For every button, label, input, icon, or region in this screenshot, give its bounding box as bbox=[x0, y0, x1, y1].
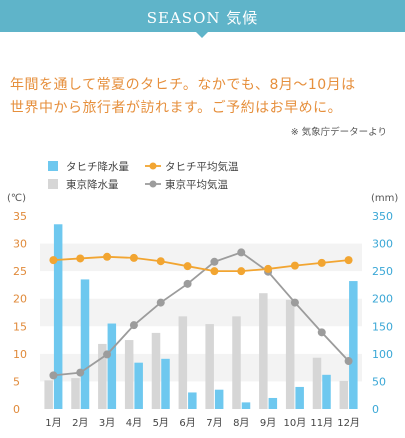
bar-tokyo-rain bbox=[178, 316, 188, 409]
x-tick-label: 7月 bbox=[206, 417, 222, 429]
legend-marker-tahiti_temp bbox=[149, 162, 157, 170]
bar-tahiti-rain bbox=[107, 323, 117, 409]
bar-tokyo-rain bbox=[339, 380, 349, 409]
left-tick-label: 25 bbox=[13, 265, 27, 278]
bar-tokyo-rain bbox=[205, 324, 214, 409]
bar-tokyo-rain bbox=[232, 316, 241, 409]
bar-tahiti-rain bbox=[161, 358, 170, 409]
tokyo-temp-point bbox=[210, 257, 219, 266]
right-tick-label: 200 bbox=[372, 293, 393, 306]
right-tick-label: 50 bbox=[372, 375, 386, 388]
tokyo-temp-point bbox=[183, 279, 192, 288]
intro-line-1: 年間を通して常夏のタヒチ。なかでも、8月〜10月は bbox=[10, 77, 356, 93]
bar-tahiti-rain bbox=[80, 279, 90, 409]
tahiti-temp-point bbox=[264, 264, 273, 273]
intro-line-2: 世界中から旅行者が訪れます。ご予約はお早めに。 bbox=[10, 100, 343, 116]
left-tick-label: 0 bbox=[13, 403, 20, 416]
bar-tahiti-rain bbox=[53, 224, 63, 409]
right-tick-label: 300 bbox=[372, 238, 393, 251]
intro-text: 年間を通して常夏のタヒチ。なかでも、8月〜10月は 世界中から旅行者が訪れます。… bbox=[10, 74, 400, 120]
x-tick-label: 1月 bbox=[45, 417, 61, 429]
legend-label-tokyo_rain: 東京降水量 bbox=[66, 178, 119, 191]
bar-tahiti-rain bbox=[268, 397, 278, 409]
x-tick-label: 2月 bbox=[72, 417, 88, 429]
right-tick-label: 250 bbox=[372, 265, 393, 278]
tahiti-temp-point bbox=[103, 252, 112, 261]
bar-tahiti-rain bbox=[349, 281, 358, 409]
legend-label-tahiti_temp: タヒチ平均気温 bbox=[165, 160, 239, 173]
right-tick-label: 0 bbox=[372, 403, 379, 416]
left-tick-label: 10 bbox=[13, 348, 27, 361]
legend-label-tahiti_rain: タヒチ降水量 bbox=[66, 160, 129, 173]
x-tick-label: 6月 bbox=[179, 417, 195, 429]
bar-tokyo-rain bbox=[259, 293, 268, 409]
bar-tokyo-rain bbox=[98, 343, 107, 409]
left-tick-label: 5 bbox=[13, 375, 20, 388]
tahiti-temp-point bbox=[237, 267, 246, 276]
bar-tahiti-rain bbox=[188, 392, 197, 409]
tahiti-temp-point bbox=[210, 267, 219, 276]
x-tick-label: 12月 bbox=[337, 417, 360, 429]
legend-label-tokyo_temp: 東京平均気温 bbox=[165, 178, 228, 191]
x-tick-label: 8月 bbox=[233, 417, 249, 429]
x-tick-label: 5月 bbox=[153, 417, 169, 429]
legend-swatch-tahiti_rain bbox=[48, 161, 58, 171]
bar-tokyo-rain bbox=[151, 332, 161, 409]
tahiti-temp-line bbox=[53, 255, 349, 273]
x-tick-label: 11月 bbox=[310, 417, 333, 429]
left-tick-label: 35 bbox=[13, 210, 27, 223]
bar-tahiti-rain bbox=[214, 389, 224, 409]
tahiti-temp-point bbox=[156, 257, 165, 266]
left-tick-label: 15 bbox=[13, 320, 27, 333]
source-note: ※ 気象庁データーより bbox=[290, 127, 387, 138]
left-tick-label: 20 bbox=[13, 293, 27, 306]
tokyo-temp-point bbox=[290, 298, 299, 307]
header-notch bbox=[196, 32, 208, 38]
grid-band bbox=[40, 298, 362, 327]
tokyo-temp-point bbox=[237, 248, 246, 257]
tahiti-temp-point bbox=[290, 261, 299, 270]
tokyo-temp-point bbox=[49, 371, 58, 380]
season-header: SEASON 気候 bbox=[0, 0, 405, 32]
tokyo-temp-point bbox=[76, 368, 85, 377]
legend-marker-tokyo_temp bbox=[149, 180, 157, 188]
tahiti-temp-point bbox=[183, 262, 192, 271]
bar-tokyo-rain bbox=[71, 378, 80, 409]
bar-tokyo-rain bbox=[44, 380, 53, 409]
left-tick-label: 30 bbox=[13, 238, 27, 251]
header-title: SEASON 気候 bbox=[146, 9, 259, 27]
grid-band bbox=[40, 353, 362, 382]
tahiti-temp-point bbox=[344, 256, 353, 265]
tokyo-temp-point bbox=[103, 350, 112, 359]
tahiti-temp-point bbox=[317, 258, 326, 267]
bar-tokyo-rain bbox=[285, 299, 295, 409]
bar-tahiti-rain bbox=[322, 374, 331, 409]
tokyo-temp-point bbox=[344, 357, 353, 366]
legend-swatch-tokyo_rain bbox=[48, 179, 58, 189]
bar-tahiti-rain bbox=[241, 402, 251, 409]
right-axis-unit: (mm) bbox=[371, 193, 398, 204]
bar-tokyo-rain bbox=[124, 340, 134, 409]
right-tick-label: 350 bbox=[372, 210, 393, 223]
tokyo-temp-point bbox=[129, 321, 138, 330]
right-tick-label: 100 bbox=[372, 348, 393, 361]
tahiti-temp-point bbox=[129, 253, 138, 262]
bar-tahiti-rain bbox=[295, 386, 304, 409]
x-tick-label: 10月 bbox=[284, 417, 307, 429]
tahiti-temp-point bbox=[49, 256, 58, 265]
bar-tokyo-rain bbox=[312, 357, 322, 409]
x-tick-label: 9月 bbox=[260, 417, 276, 429]
right-tick-label: 150 bbox=[372, 320, 393, 333]
bar-tahiti-rain bbox=[134, 362, 143, 409]
left-axis-unit: (℃) bbox=[7, 193, 26, 204]
tokyo-temp-point bbox=[156, 298, 165, 307]
tahiti-temp-point bbox=[76, 254, 85, 263]
x-tick-label: 3月 bbox=[99, 417, 115, 429]
tokyo-temp-line bbox=[53, 251, 350, 377]
x-tick-label: 4月 bbox=[126, 417, 142, 429]
tokyo-temp-point bbox=[317, 328, 326, 337]
